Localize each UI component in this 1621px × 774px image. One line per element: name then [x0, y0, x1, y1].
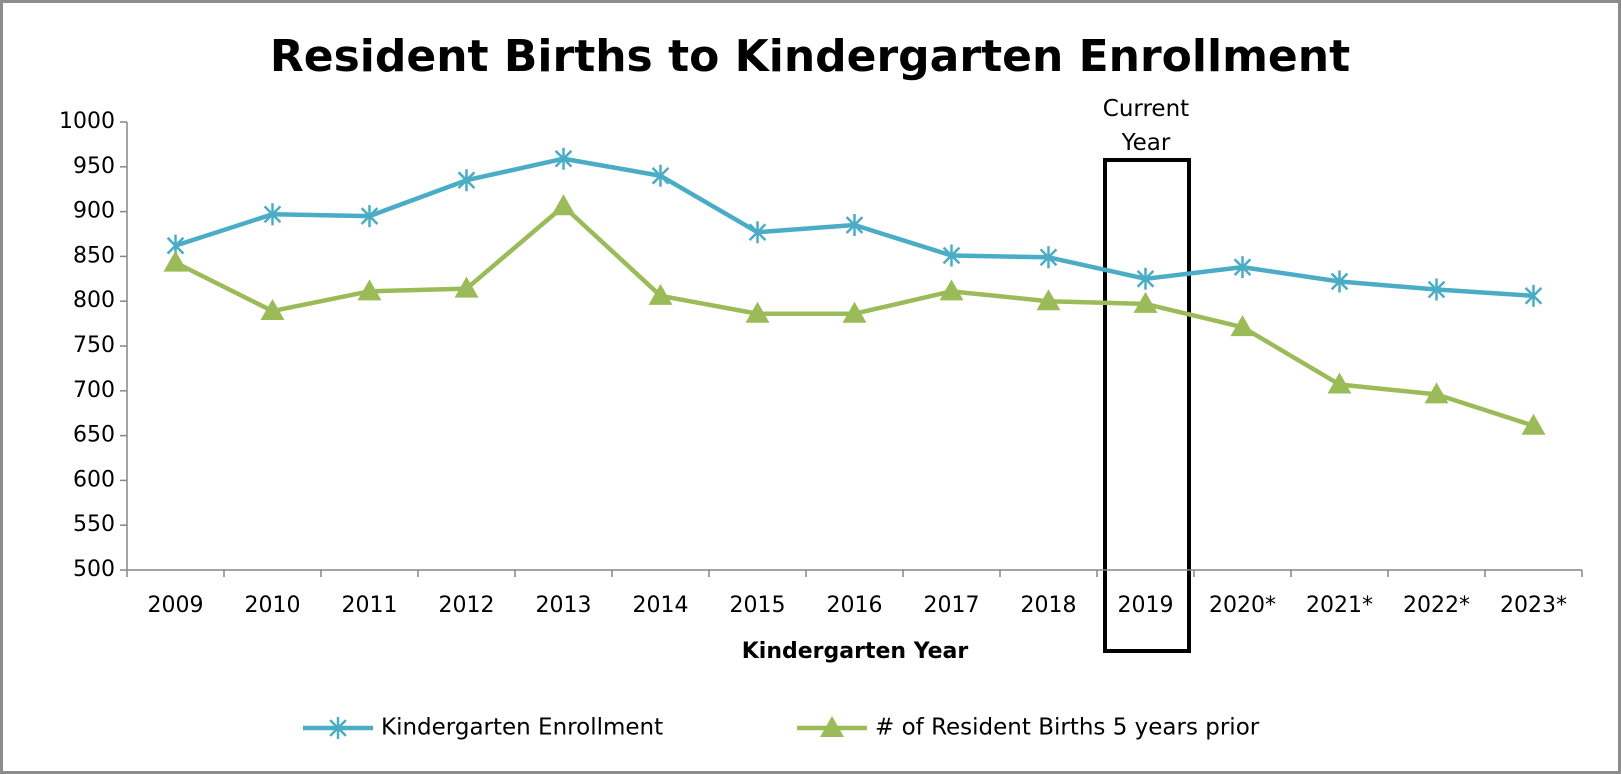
- point: [1424, 382, 1449, 404]
- point: [1133, 291, 1158, 313]
- x-tick-label: 2016: [827, 593, 883, 618]
- x-tick-label: 2018: [1021, 593, 1077, 618]
- point: [1521, 413, 1546, 435]
- y-tick-label: 500: [73, 557, 115, 582]
- point: [1136, 267, 1155, 290]
- y-tick-label: 650: [73, 423, 115, 448]
- x-tick-label: 2021*: [1306, 593, 1373, 618]
- point: [942, 244, 961, 267]
- x-tick-label: 2013: [536, 593, 592, 618]
- point: [1233, 256, 1252, 279]
- x-tick-label: 2011: [342, 593, 398, 618]
- point: [745, 301, 770, 323]
- x-tick-label: 2015: [730, 593, 786, 618]
- x-axis-label: Kindergarten Year: [742, 639, 969, 664]
- point: [357, 279, 382, 301]
- annotation: Current Year: [1102, 96, 1190, 156]
- point: [845, 214, 864, 237]
- point: [551, 194, 576, 216]
- x-tick-label: 2010: [245, 593, 301, 618]
- point: [651, 164, 670, 187]
- point: [1427, 278, 1446, 301]
- x-tick-label: 2023*: [1500, 593, 1567, 618]
- point: [648, 283, 673, 305]
- point: [1524, 284, 1543, 307]
- point: [263, 203, 282, 226]
- point: [1036, 289, 1061, 311]
- y-tick-label: 700: [73, 378, 115, 403]
- point: [163, 250, 188, 272]
- legend-label: Kindergarten Enrollment: [381, 715, 663, 741]
- point: [748, 221, 767, 244]
- point: [820, 716, 844, 737]
- x-tick-label: 2019: [1118, 593, 1174, 618]
- x-tick-label: 2022*: [1403, 593, 1470, 618]
- y-tick-label: 750: [73, 333, 115, 358]
- y-tick-label: 950: [73, 154, 115, 179]
- y-tick-label: 900: [73, 199, 115, 224]
- point: [454, 276, 479, 298]
- point: [329, 717, 347, 739]
- point: [939, 279, 964, 301]
- highlight-box: [1103, 158, 1191, 653]
- x-tick-label: 2009: [148, 593, 204, 618]
- y-tick-label: 800: [73, 288, 115, 313]
- y-tick-label: 1000: [59, 109, 115, 134]
- x-tick-label: 2012: [439, 593, 495, 618]
- point: [360, 205, 379, 228]
- point: [260, 299, 285, 321]
- chart-title: Resident Births to Kindergarten Enrollme…: [270, 31, 1350, 82]
- point: [1230, 315, 1255, 337]
- point: [1039, 246, 1058, 269]
- x-tick-label: 2017: [924, 593, 980, 618]
- y-tick-label: 550: [73, 512, 115, 537]
- point: [457, 169, 476, 192]
- point: [1330, 270, 1349, 293]
- y-tick-label: 600: [73, 467, 115, 492]
- point: [1327, 372, 1352, 394]
- point: [842, 301, 867, 323]
- y-tick-label: 850: [73, 243, 115, 268]
- x-tick-label: 2020*: [1209, 593, 1276, 618]
- x-tick-label: 2014: [633, 593, 689, 618]
- point: [554, 147, 573, 170]
- legend-label: # of Resident Births 5 years prior: [875, 715, 1260, 741]
